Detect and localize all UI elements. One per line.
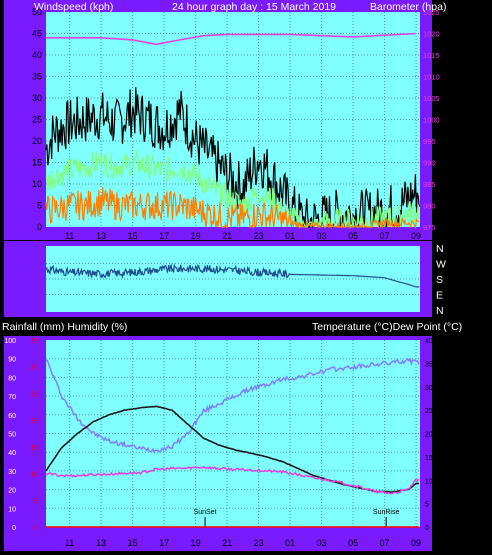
barometer-axis-title: Barometer (hpa)	[370, 1, 446, 13]
humidity-tick-label: 30	[8, 469, 16, 476]
barometer-tick-label: 975	[423, 223, 436, 232]
barometer-tick-label: 1000	[423, 116, 440, 125]
wind-tick-label: 50	[32, 7, 42, 17]
rainfall-tick-label: 0	[34, 525, 38, 532]
humidity-series	[45, 357, 420, 454]
temp-x-tick-label: 17	[159, 538, 169, 548]
temperature-tick-label: 30	[425, 385, 433, 392]
rain-humidity-title: Rainfall (mm) Humidity (%)	[2, 321, 127, 333]
temp-x-tick-label: 15	[128, 538, 138, 548]
temp-x-tick-label: 23	[254, 538, 264, 548]
wind-x-tick-label: 19	[191, 231, 201, 241]
barometer-tick-label: 995	[423, 137, 436, 146]
temp-x-tick-label: 03	[317, 538, 327, 548]
temp-x-tick-label: 09	[411, 538, 421, 548]
humidity-tick-label: 60	[8, 413, 16, 420]
wind-axis-title: Windspeed (kph)	[34, 1, 113, 13]
barometer-tick-label: 1010	[423, 73, 440, 82]
wind-tick-label: 20	[32, 136, 42, 146]
wind-tick-label: 30	[32, 93, 42, 103]
wind-x-tick-label: 23	[254, 231, 264, 241]
wind-x-tick-label: 15	[128, 231, 138, 241]
wind-direction-series	[45, 262, 420, 288]
humidity-tick-label: 0	[12, 525, 16, 532]
temperature-tick-label: 35	[425, 361, 433, 368]
wind-x-tick-label: 07	[380, 231, 390, 241]
rainfall-tick-label: 20	[30, 418, 38, 425]
temp-x-tick-label: 07	[380, 538, 390, 548]
wind-tick-label: 10	[32, 179, 42, 189]
wind-average-series	[45, 149, 420, 230]
temperature-tick-label: 40	[425, 338, 433, 345]
wind-x-tick-label: 11	[65, 231, 74, 241]
wind-x-tick-label: 05	[348, 231, 358, 241]
temp-x-tick-label: 05	[348, 538, 358, 548]
barometer-tick-label: 1015	[423, 51, 440, 60]
wind-x-tick-label: 09	[411, 231, 421, 241]
temperature-tick-label: 15	[425, 455, 433, 462]
humidity-tick-label: 70	[8, 394, 16, 401]
temperature-tick-label: 0	[425, 525, 429, 532]
humidity-tick-label: 10	[8, 506, 16, 513]
wind-x-tick-label: 17	[159, 231, 169, 241]
barometer-tick-label: 1005	[423, 94, 440, 103]
temperature-tick-label: 20	[425, 432, 433, 439]
temp-x-tick-label: 01	[285, 538, 295, 548]
rainfall-tick-label: 10	[30, 472, 38, 479]
wind-tick-label: 45	[32, 29, 42, 39]
wind-tick-label: 35	[32, 72, 42, 82]
barometer-tick-label: 985	[423, 180, 436, 189]
wind-x-tick-label: 03	[317, 231, 327, 241]
temperature-tick-label: 10	[425, 478, 433, 485]
temperature-tick-label: 25	[425, 408, 433, 415]
direction-axis-label: N	[436, 305, 444, 317]
dewpoint-series	[45, 465, 420, 495]
barometer-tick-label: 1025	[423, 8, 440, 17]
wind-tick-label: 5	[37, 201, 42, 211]
wind-lull-series	[45, 187, 420, 230]
sun-event-label: SunSet	[194, 509, 217, 516]
humidity-tick-label: 40	[8, 450, 16, 457]
sun-event-label: SunRise	[373, 509, 400, 516]
humidity-tick-label: 20	[8, 488, 16, 495]
wind-tick-label: 15	[32, 158, 42, 168]
wind-tick-label: 0	[37, 222, 42, 232]
humidity-tick-label: 100	[4, 338, 16, 345]
temp-x-tick-label: 11	[65, 538, 74, 548]
direction-axis-label: E	[436, 290, 443, 302]
temperature-tick-label: 5	[425, 502, 429, 509]
rainfall-tick-label: 5	[34, 498, 38, 505]
wind-x-tick-label: 01	[285, 231, 295, 241]
rainfall-tick-label: 35	[30, 338, 38, 345]
graph-title: 24 hour graph day : 15 March 2019	[172, 1, 336, 13]
temp-x-tick-label: 19	[191, 538, 201, 548]
humidity-tick-label: 90	[8, 357, 16, 364]
temp-x-tick-label: 21	[222, 538, 232, 548]
temp-x-tick-label: 13	[96, 538, 106, 548]
wind-x-tick-label: 21	[222, 231, 232, 241]
rainfall-tick-label: 15	[30, 445, 38, 452]
humidity-tick-label: 50	[8, 432, 16, 439]
temp-dew-title: Temperature (°C)Dew Point (°C)	[312, 321, 462, 333]
rainfall-tick-label: 25	[30, 391, 38, 398]
barometer-series	[46, 32, 417, 46]
humidity-tick-label: 80	[8, 375, 16, 382]
wind-tick-label: 40	[32, 50, 42, 60]
direction-axis-label: W	[436, 259, 446, 271]
barometer-tick-label: 990	[423, 159, 436, 168]
direction-axis-label: N	[436, 243, 444, 255]
barometer-tick-label: 980	[423, 202, 436, 211]
wind-tick-label: 25	[32, 115, 42, 125]
rainfall-tick-label: 30	[30, 365, 38, 372]
direction-axis-label: S	[436, 274, 443, 286]
wind-x-tick-label: 13	[96, 231, 106, 241]
barometer-tick-label: 1020	[423, 30, 440, 39]
